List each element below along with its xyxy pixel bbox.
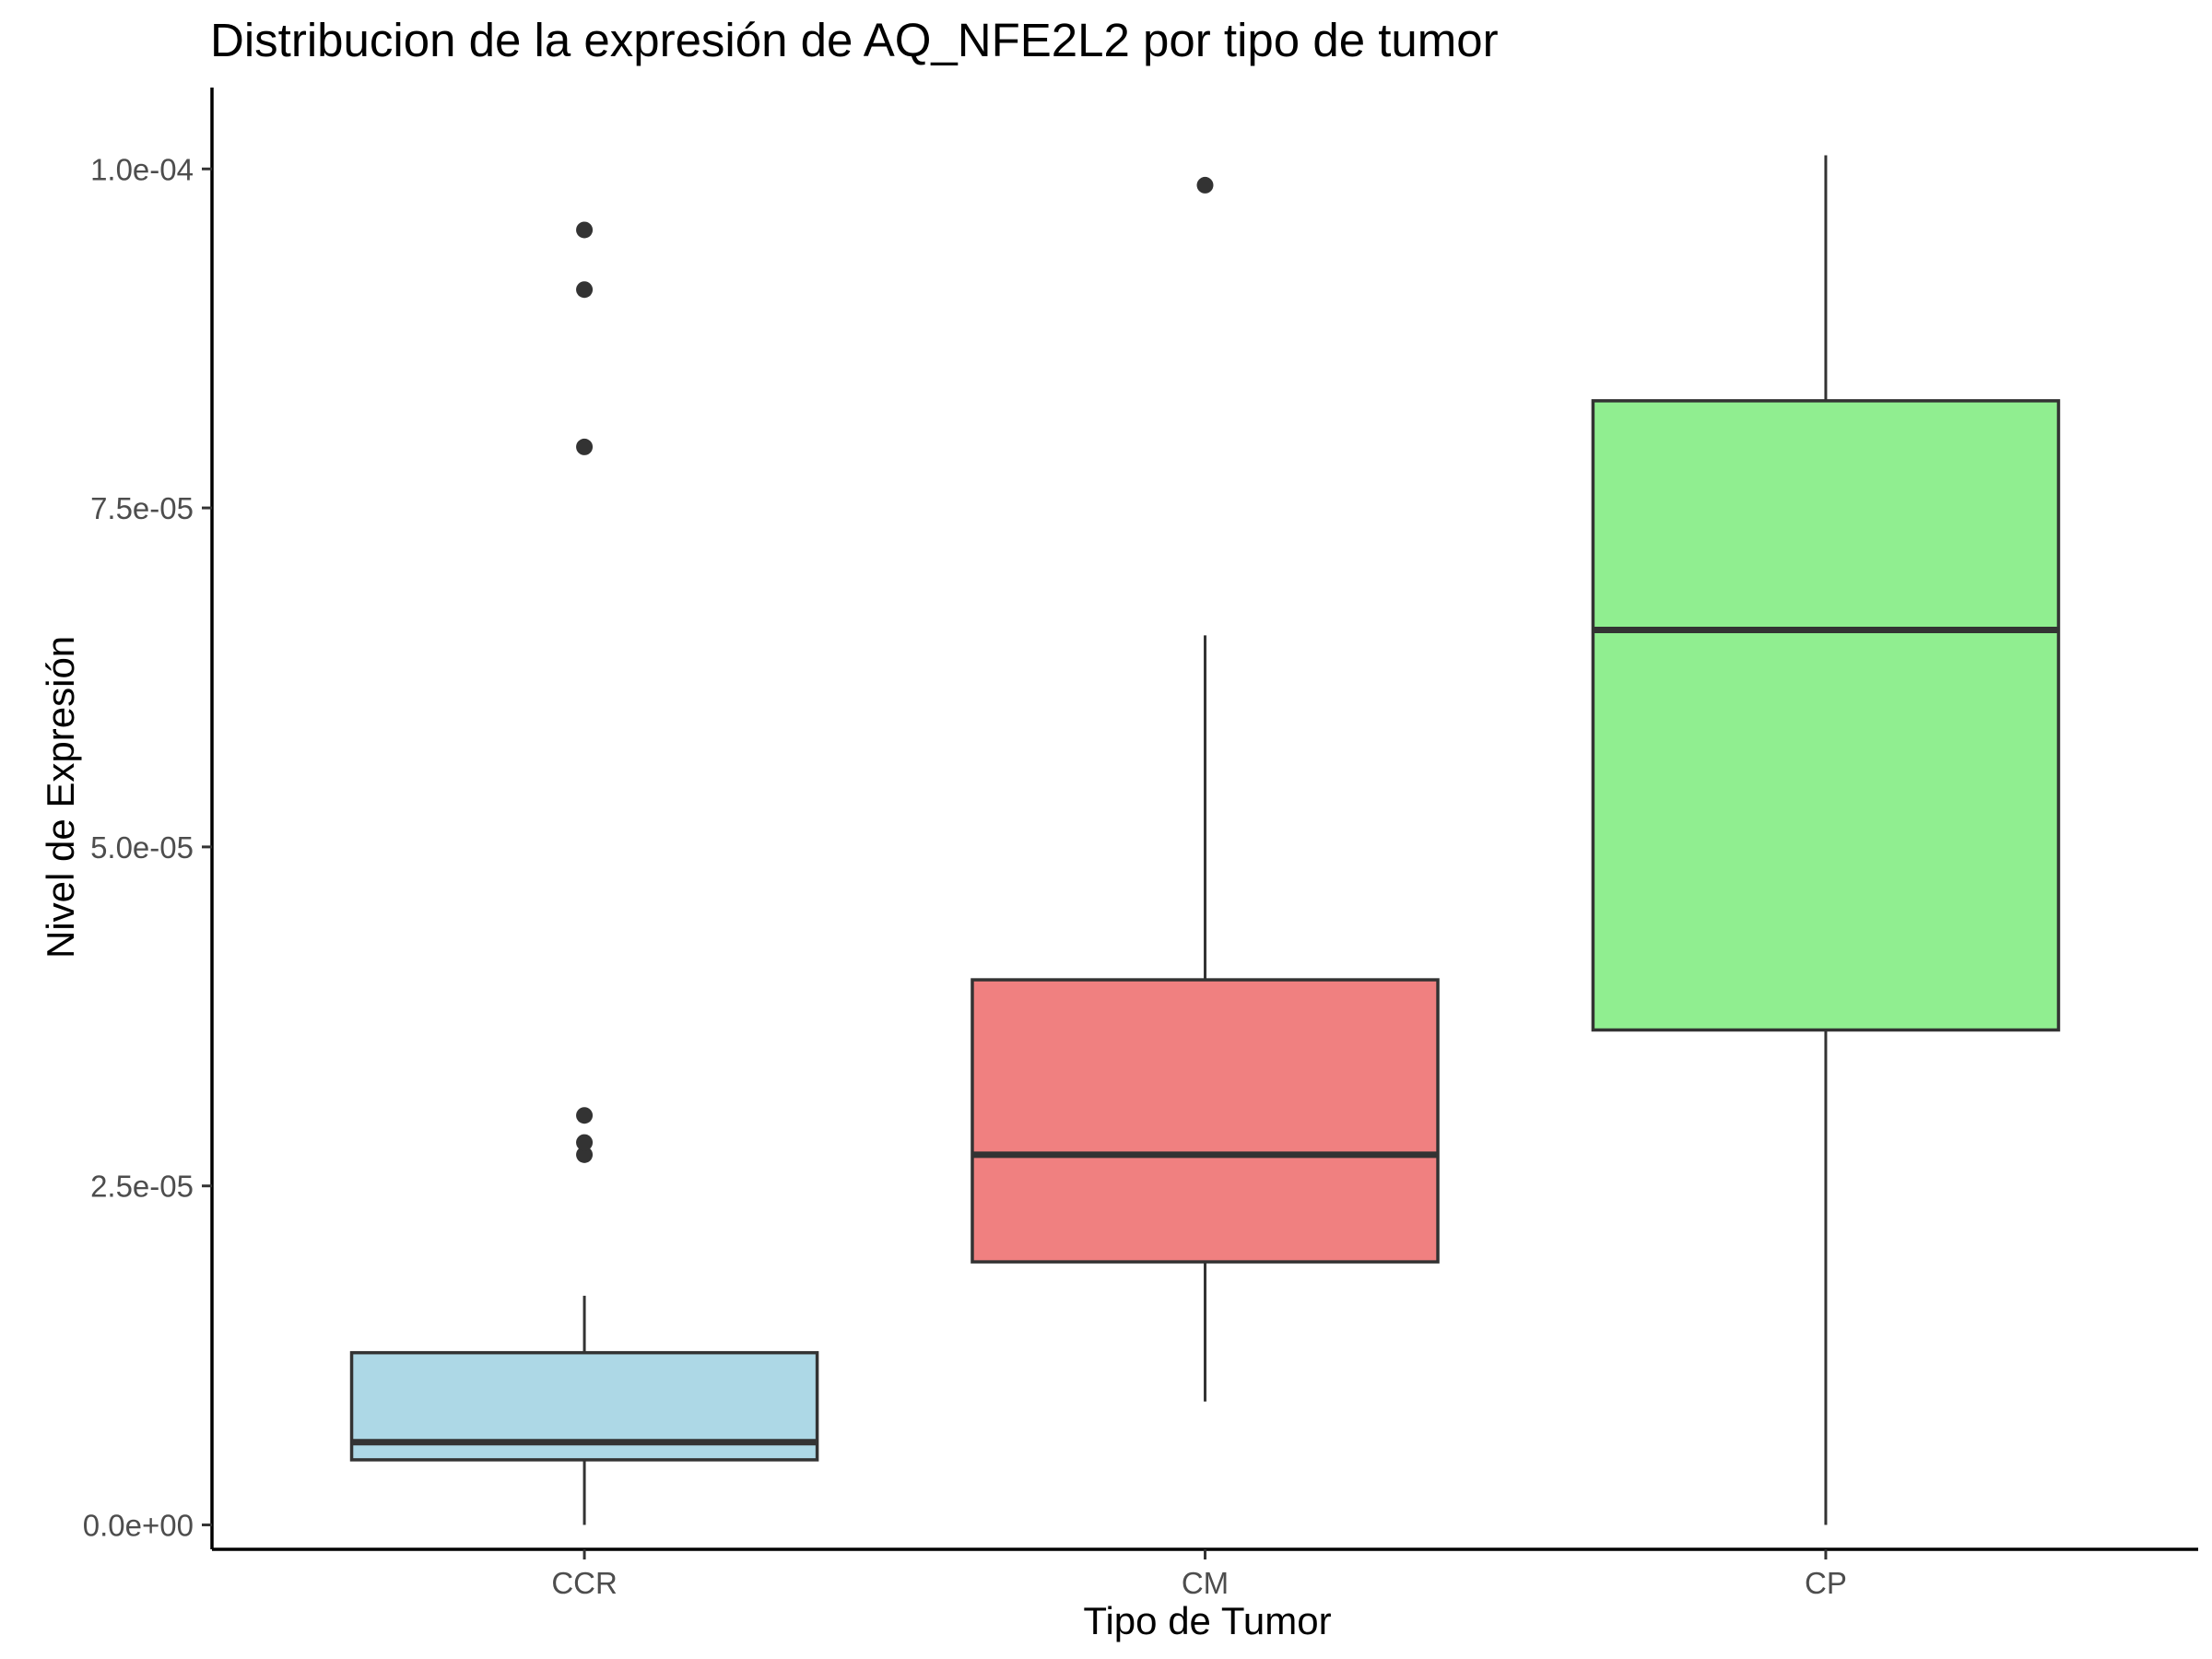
y-tick-label: 5.0e-05 xyxy=(90,830,194,865)
outlier-point xyxy=(576,221,594,239)
y-tick-label: 2.5e-05 xyxy=(90,1170,194,1204)
outlier-point xyxy=(576,1107,594,1124)
outlier-point xyxy=(576,1134,594,1151)
y-axis-label: Nivel de Expresión xyxy=(39,635,82,959)
outlier-point xyxy=(576,438,594,455)
y-tick-label: 1.0e-04 xyxy=(90,152,194,186)
x-axis-label: Tipo de Tumor xyxy=(1083,1599,1332,1642)
y-tick-label: 0.0e+00 xyxy=(83,1509,194,1543)
outlier-point xyxy=(1196,176,1214,194)
x-tick-label: CM xyxy=(1182,1566,1229,1600)
outlier-point xyxy=(576,1146,594,1163)
x-tick-label: CP xyxy=(1805,1566,1847,1600)
box-cp xyxy=(1591,399,2061,1032)
outlier-point xyxy=(576,281,594,299)
x-tick-label: CCR xyxy=(551,1566,618,1600)
chart-title: Distribucion de la expresión de AQ_NFE2L… xyxy=(210,14,1499,66)
box-cm xyxy=(971,978,1440,1264)
y-tick-label: 7.5e-05 xyxy=(90,491,194,525)
